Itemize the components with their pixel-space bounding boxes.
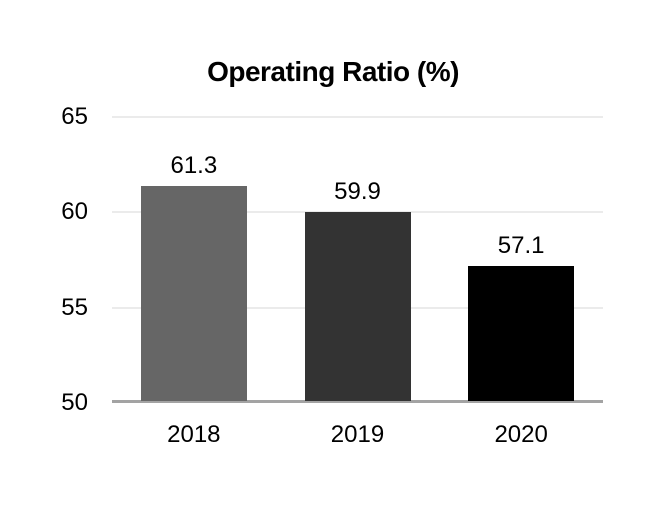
y-tick-label: 50	[61, 389, 88, 416]
gridline	[112, 116, 603, 118]
chart-title: Operating Ratio (%)	[207, 56, 459, 87]
bar-value-label: 59.9	[334, 178, 381, 206]
bar-value-label: 61.3	[170, 151, 218, 179]
bar-value-label: 57.1	[497, 231, 545, 259]
bar-2020	[468, 265, 575, 401]
x-tick-label: 2019	[330, 421, 385, 448]
bar-2019	[304, 212, 411, 401]
bar-2018	[140, 185, 247, 401]
x-axis-baseline	[112, 400, 603, 403]
x-tick-label: 2018	[167, 421, 221, 448]
plot-area: 61.3 59.9 57.1	[112, 116, 603, 403]
y-tick-label: 65	[61, 103, 88, 130]
x-tick-label: 2020	[494, 421, 548, 448]
y-tick-label: 60	[61, 198, 88, 226]
y-tick-label: 55	[61, 293, 88, 321]
